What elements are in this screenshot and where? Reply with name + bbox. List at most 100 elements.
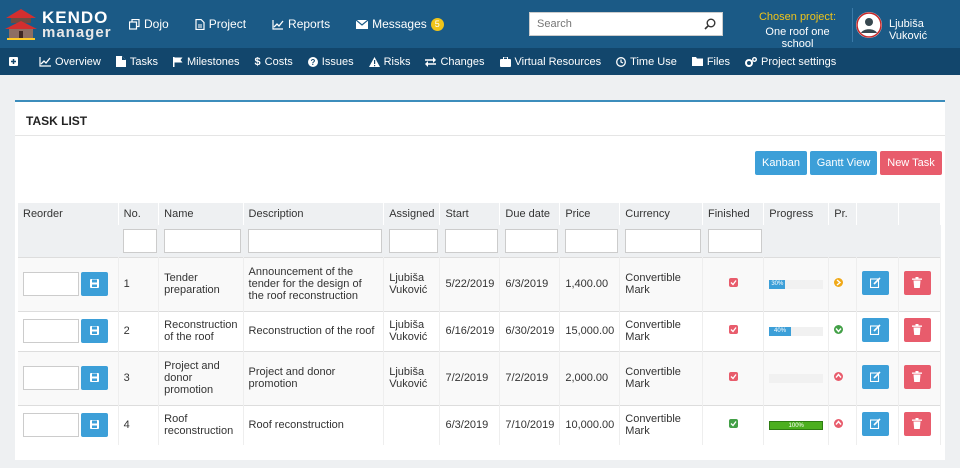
column-header — [898, 203, 942, 225]
subnav-risks[interactable]: Risks — [368, 56, 410, 68]
column-header[interactable]: No. — [118, 203, 160, 225]
subnav-changes[interactable]: Changes — [425, 56, 485, 68]
topnav-dojo[interactable]: Dojo — [129, 17, 169, 31]
delete-cell — [898, 256, 942, 311]
search-icon[interactable] — [704, 18, 716, 30]
task-due-date: 6/30/2019 — [499, 310, 561, 351]
panel-divider — [15, 135, 945, 136]
priority-icon — [834, 325, 844, 334]
user-avatar[interactable] — [856, 12, 882, 38]
subnav-virtual-resources-label: Virtual Resources — [514, 55, 602, 68]
search-input[interactable] — [530, 13, 690, 35]
subnav-costs[interactable]: $ Costs — [255, 56, 293, 68]
reorder-input[interactable] — [23, 272, 79, 296]
filter-cell — [828, 225, 857, 257]
column-header[interactable]: Reorder — [18, 203, 119, 225]
finished-checkbox-icon[interactable] — [728, 278, 738, 287]
filter-description-input[interactable] — [248, 228, 382, 253]
pagoda-icon — [5, 9, 37, 40]
save-order-button[interactable] — [81, 319, 108, 343]
save-order-button[interactable] — [81, 413, 108, 438]
filter-due-date-input[interactable] — [504, 228, 558, 253]
save-order-button[interactable] — [81, 366, 108, 390]
filter-price-input[interactable] — [564, 228, 618, 253]
topnav-messages-label: Messages — [372, 17, 427, 31]
column-header[interactable]: Description — [243, 203, 385, 225]
task-price: 1,400.00 — [559, 256, 621, 311]
subnav-add[interactable] — [9, 57, 22, 66]
task-name: Reconstruction of the roof — [158, 310, 244, 351]
question-icon: ? — [307, 56, 318, 67]
column-header[interactable]: Currency — [619, 203, 703, 225]
column-header[interactable]: Due date — [499, 203, 561, 225]
column-header[interactable]: Finished — [702, 203, 765, 225]
column-header[interactable]: Start — [439, 203, 501, 225]
task-description: Announcement of the tender for the desig… — [243, 256, 385, 311]
save-order-button[interactable] — [81, 272, 108, 296]
finished-cell — [702, 404, 765, 445]
priority-arrow-icon — [835, 328, 842, 333]
task-description: Reconstruction of the roof — [243, 310, 385, 351]
progress-fill: 30% — [769, 279, 786, 289]
column-header[interactable]: Pr. — [828, 203, 857, 225]
column-header[interactable]: Assigned — [383, 203, 441, 225]
priority-cell — [828, 350, 857, 405]
edit-button[interactable] — [861, 411, 889, 436]
topnav-reports[interactable]: Reports — [272, 17, 330, 31]
reorder-input[interactable] — [23, 319, 79, 343]
delete-button[interactable] — [903, 364, 931, 389]
filter-finished-input[interactable] — [707, 228, 762, 253]
reorder-input[interactable] — [23, 366, 79, 390]
subnav-issues[interactable]: ? Issues — [307, 56, 354, 68]
reorder-input[interactable] — [23, 413, 79, 438]
task-currency: Convertible Mark — [619, 256, 703, 311]
edit-button[interactable] — [861, 270, 889, 295]
priority-cell — [828, 404, 857, 445]
subnav-overview[interactable]: Overview — [39, 56, 101, 68]
delete-button[interactable] — [903, 411, 931, 436]
finished-checkbox-icon[interactable] — [728, 419, 738, 429]
subnav-costs-label: Costs — [264, 55, 293, 68]
kanban-button[interactable]: Kanban — [755, 151, 807, 175]
table-row: 2 Reconstruction of the roof Reconstructio… — [18, 310, 942, 351]
task-start: 6/16/2019 — [439, 310, 501, 351]
topnav-project[interactable]: Project — [195, 17, 246, 31]
edit-button[interactable] — [861, 364, 889, 389]
subnav-virtual-resources[interactable]: Virtual Resources — [499, 55, 602, 68]
subnav-tasks-label: Tasks — [129, 55, 158, 68]
check-icon — [730, 280, 737, 286]
task-no: 2 — [118, 310, 160, 351]
finished-checkbox-icon[interactable] — [728, 325, 738, 334]
filter-name-input[interactable] — [163, 228, 242, 253]
kendo-manager-logo[interactable]: KENDO manager — [4, 6, 111, 42]
subnav-milestones[interactable]: Milestones — [172, 56, 240, 68]
search-box — [529, 12, 723, 36]
subnav-files[interactable]: Files — [691, 56, 730, 68]
user-name[interactable]: Ljubiša Vuković — [889, 18, 928, 42]
priority-arrow-icon — [836, 279, 842, 286]
column-header[interactable]: Progress — [763, 203, 830, 225]
subnav-project-settings[interactable]: Project settings — [745, 56, 836, 68]
warning-icon — [368, 56, 380, 67]
filter-currency-input[interactable] — [624, 228, 701, 253]
filter-no-input[interactable] — [123, 228, 157, 253]
subnav-tasks[interactable]: Tasks — [115, 55, 158, 68]
gantt-view-button[interactable]: Gantt View — [810, 151, 877, 175]
filter-cell — [18, 225, 119, 257]
delete-button[interactable] — [903, 317, 931, 342]
finished-checkbox-icon[interactable] — [728, 372, 738, 381]
new-task-button[interactable]: New Task — [880, 151, 942, 175]
subnav-time-use[interactable]: Time Use — [616, 56, 677, 68]
progress-fill: 40% — [769, 326, 791, 336]
save-icon — [90, 326, 99, 335]
filter-assigned-input[interactable] — [388, 228, 438, 253]
plus-icon — [9, 57, 18, 66]
topnav-messages[interactable]: Messages 5 — [356, 17, 444, 31]
filter-start-input[interactable] — [444, 228, 498, 253]
column-header[interactable]: Name — [158, 203, 244, 225]
delete-button[interactable] — [903, 270, 931, 295]
column-header[interactable]: Price — [559, 203, 621, 225]
filter-row — [18, 225, 941, 257]
chosen-project[interactable]: Chosen project: One roof one school — [750, 11, 845, 50]
edit-button[interactable] — [861, 317, 889, 342]
